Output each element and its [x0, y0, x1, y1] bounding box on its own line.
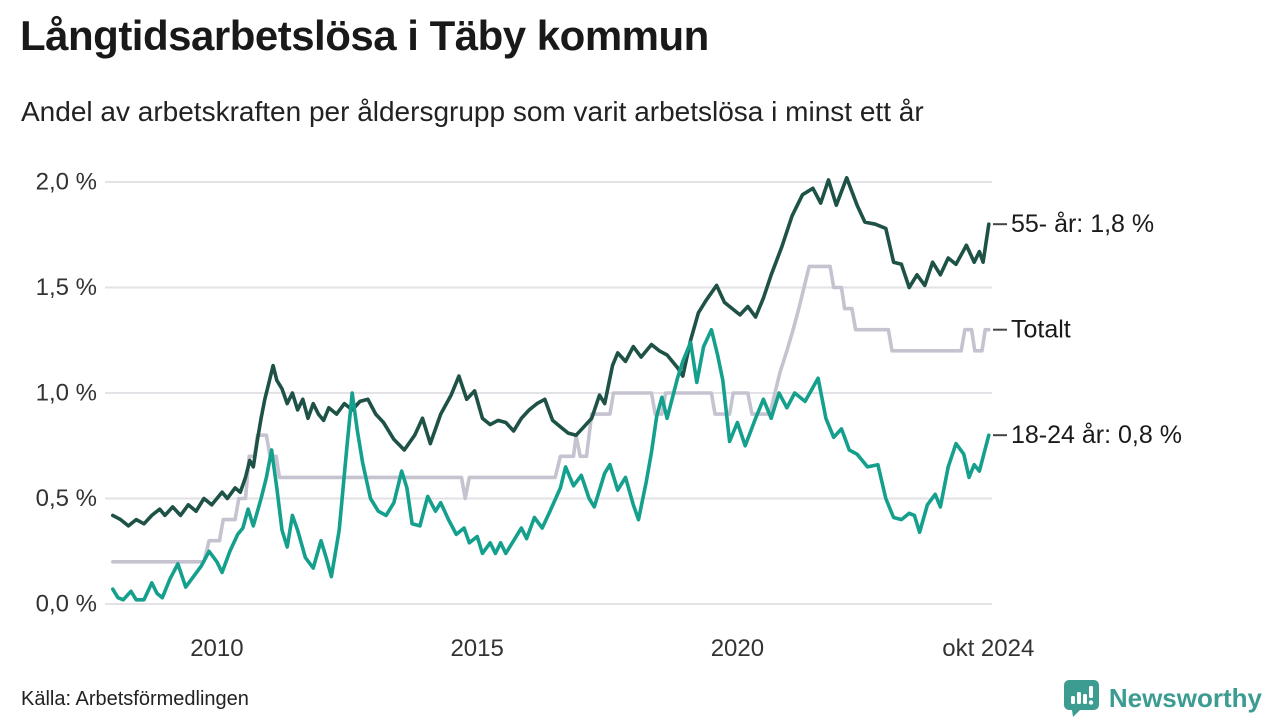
newsworthy-pin-bar-chart-icon [1063, 678, 1100, 718]
series-line-55-r [111, 176, 991, 528]
source-note: Källa: Arbetsförmedlingen [21, 688, 249, 710]
x-axis-tick-label: 2015 [450, 635, 503, 662]
y-axis-tick-label: 1,0 % [36, 380, 97, 407]
x-axis-tick-label: 2020 [711, 635, 764, 662]
x-axis-tick-label: okt 2024 [942, 635, 1034, 662]
series-end-label: 18-24 år: 0,8 % [1011, 421, 1182, 449]
page-title: Långtidsarbetslösa i Täby kommun [20, 12, 709, 59]
chart-subtitle: Andel av arbetskraften per åldersgrupp s… [21, 96, 924, 127]
series-line-18-24-r [111, 327, 991, 602]
newsworthy-logo[interactable]: Newsworthy [1063, 678, 1262, 718]
y-axis-tick-label: 0,5 % [36, 485, 97, 512]
y-axis-tick-label: 2,0 % [36, 169, 97, 196]
y-axis-tick-label: 1,5 % [36, 274, 97, 301]
y-axis-tick-label: 0,0 % [36, 591, 97, 618]
x-axis-tick-label: 2010 [190, 635, 243, 662]
newsworthy-logo-text: Newsworthy [1108, 682, 1262, 713]
series-end-label: 55- år: 1,8 % [1011, 210, 1154, 238]
series-end-label: Totalt [1011, 316, 1071, 344]
